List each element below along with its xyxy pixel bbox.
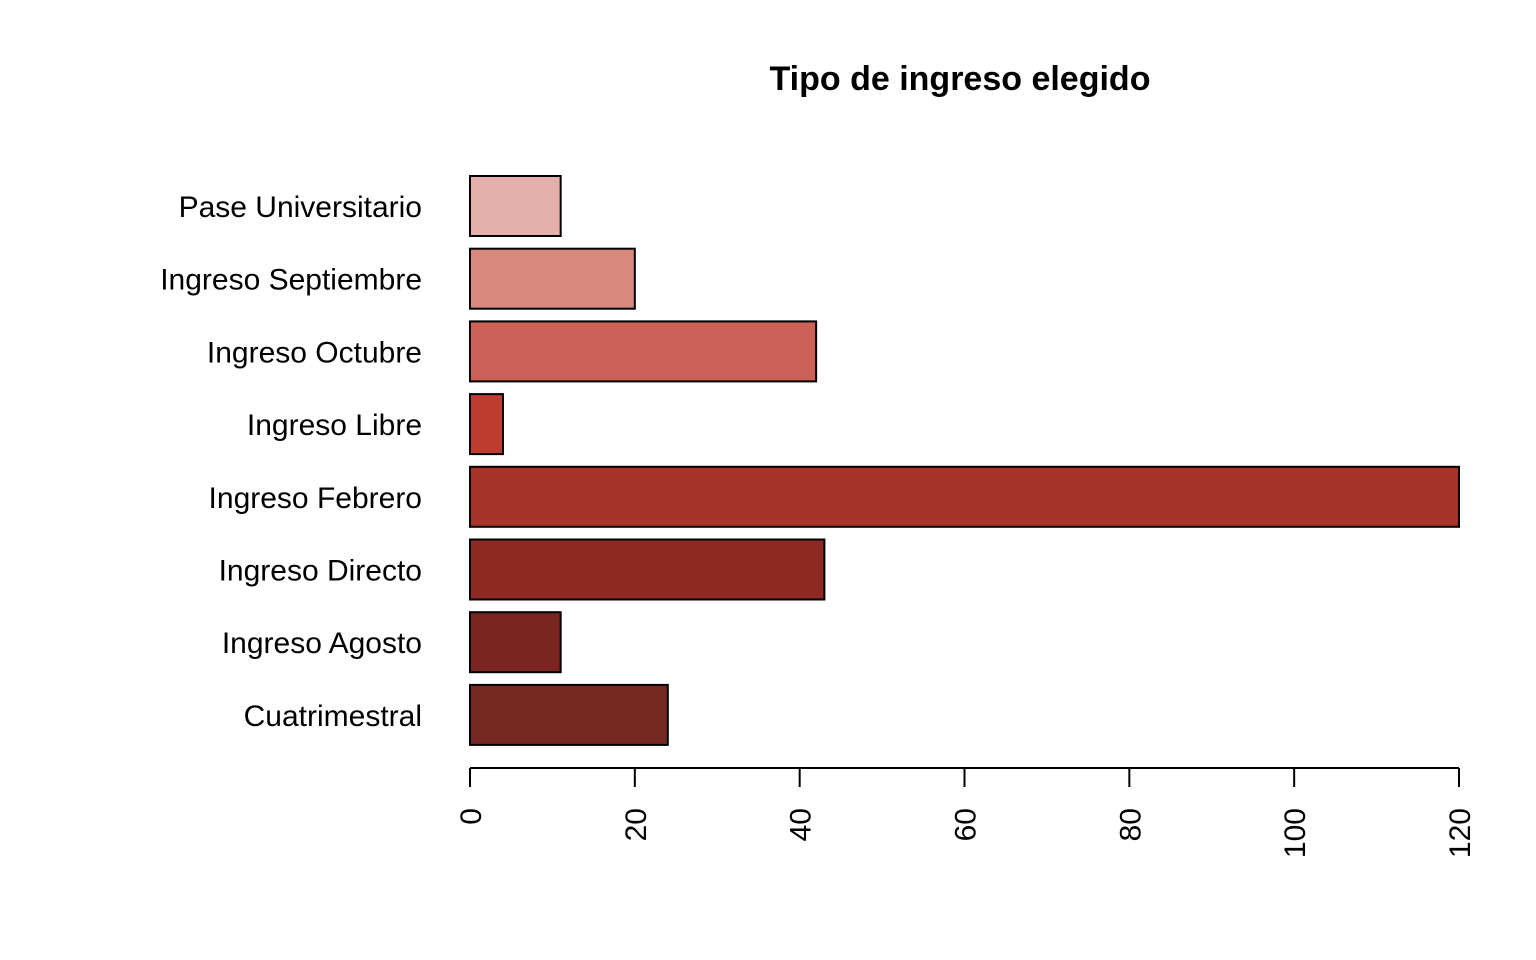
bar-pase-universitario — [469, 175, 562, 237]
bar-ingreso-libre — [469, 393, 504, 456]
chart-title: Tipo de ingreso elegido — [770, 60, 1151, 98]
x-tick-label-40: 40 — [785, 808, 818, 841]
category-label-ingreso-libre: Ingreso Libre — [247, 409, 422, 442]
category-label-ingreso-agosto: Ingreso Agosto — [222, 627, 422, 660]
bar-ingreso-directo — [469, 538, 826, 601]
x-tick-label-20: 20 — [620, 808, 653, 841]
x-tick-label-60: 60 — [950, 808, 983, 841]
category-labels: Pase Universitario Ingreso Septiembre Ingr… — [160, 191, 422, 733]
bar-ingreso-agosto — [469, 611, 562, 674]
x-tick-label-0: 0 — [455, 808, 488, 825]
bar-ingreso-febrero — [469, 465, 1460, 528]
category-label-ingreso-septiembre: Ingreso Septiembre — [160, 264, 422, 297]
category-label-pase-universitario: Pase Universitario — [179, 191, 422, 224]
category-label-ingreso-octubre: Ingreso Octubre — [207, 336, 422, 369]
category-label-cuatrimestral: Cuatrimestral — [244, 700, 422, 733]
bars-group — [469, 175, 1460, 746]
category-label-ingreso-febrero: Ingreso Febrero — [209, 482, 422, 515]
bar-cuatrimestral — [469, 683, 669, 746]
bar-ingreso-septiembre — [469, 247, 636, 310]
x-tick-label-80: 80 — [1114, 808, 1147, 841]
x-axis: 0 20 40 60 80 100 120 — [455, 767, 1477, 858]
bar-ingreso-octubre — [469, 320, 818, 383]
category-label-ingreso-directo: Ingreso Directo — [219, 555, 422, 588]
x-tick-label-100: 100 — [1279, 808, 1312, 858]
x-tick-label-120: 120 — [1444, 808, 1477, 858]
